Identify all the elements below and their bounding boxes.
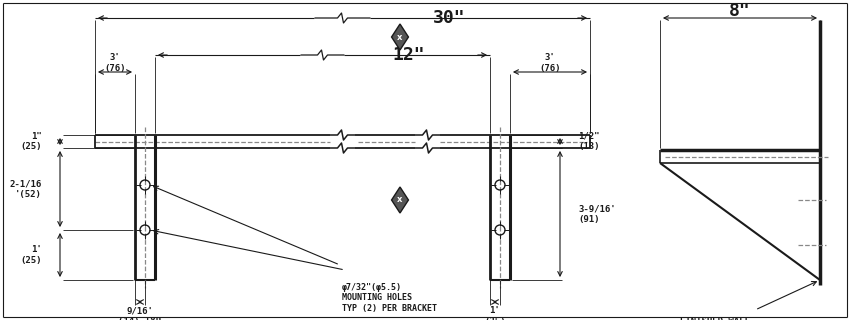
Text: 1/2"
(13): 1/2" (13)	[578, 132, 599, 151]
Text: 2-1/16
'(52): 2-1/16 '(52)	[9, 179, 42, 199]
Text: 1'
(25): 1' (25)	[484, 306, 506, 320]
Text: 9/16'
(14) TYP: 9/16' (14) TYP	[118, 306, 162, 320]
Text: 3-9/16'
(91): 3-9/16' (91)	[578, 204, 615, 224]
Text: 1"
(25): 1" (25)	[20, 132, 42, 151]
Text: x: x	[397, 33, 403, 42]
Text: 12": 12"	[393, 46, 425, 64]
Polygon shape	[392, 187, 409, 213]
Polygon shape	[392, 24, 409, 50]
Text: 8": 8"	[729, 2, 751, 20]
Text: 3'
(76): 3' (76)	[539, 53, 561, 73]
Text: FINISHED WALL: FINISHED WALL	[680, 317, 750, 320]
Text: 30": 30"	[433, 9, 465, 27]
Text: 1'
(25): 1' (25)	[20, 245, 42, 265]
Text: φ7/32"(φ5.5)
MOUNTING HOLES
TYP (2) PER BRACKET: φ7/32"(φ5.5) MOUNTING HOLES TYP (2) PER …	[342, 283, 437, 313]
Text: x: x	[397, 196, 403, 204]
Text: 3'
(76): 3' (76)	[105, 53, 126, 73]
